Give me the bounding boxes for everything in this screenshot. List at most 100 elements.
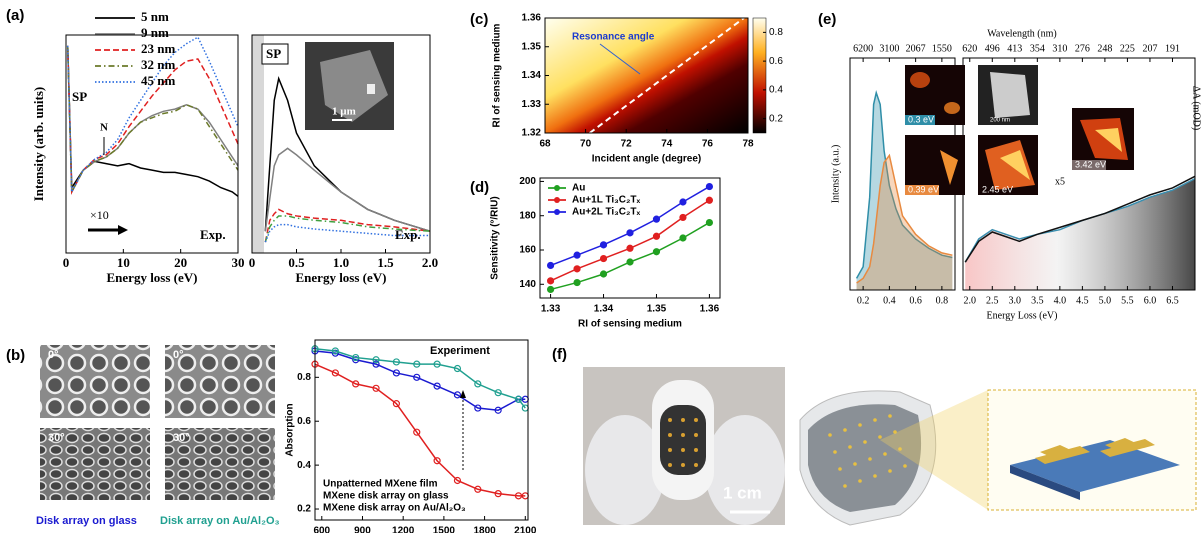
- x2-tick-label: 207: [1142, 43, 1157, 54]
- marker: [705, 182, 714, 191]
- scale-label: 1 cm: [723, 483, 762, 502]
- device: [660, 405, 706, 475]
- x-tick-label: 1.0: [333, 255, 349, 270]
- x-tick-label: 1.36: [700, 304, 720, 315]
- sem-image: [165, 428, 275, 500]
- legend-label: 9 nm: [141, 25, 169, 40]
- marker: [433, 457, 441, 465]
- resonance-line: [589, 17, 745, 134]
- series-line: [856, 153, 953, 284]
- x2-tick-label: 276: [1075, 43, 1090, 54]
- series-line: [66, 45, 239, 195]
- x-tick-label: 4.5: [1076, 295, 1089, 306]
- marker: [392, 400, 401, 408]
- x-tick-label: 0.5: [288, 255, 305, 270]
- marker: [352, 356, 360, 364]
- schematic-layer: [1010, 465, 1080, 500]
- x-tick-label: 600: [313, 526, 330, 533]
- x2-tick-label: 225: [1120, 43, 1135, 54]
- marker: [352, 353, 360, 362]
- y-tick-label: 1.34: [522, 70, 542, 81]
- chart-a-right: 0 0.5 1.0 1.5 2.0 Energy loss (eV): [249, 34, 438, 285]
- marker: [573, 265, 581, 273]
- x-tick-label: 5.5: [1121, 295, 1134, 306]
- x-tick-label: 0.4: [883, 295, 896, 306]
- zoom-beam: [880, 390, 988, 510]
- marker: [514, 492, 523, 500]
- x-tick-label: 3.0: [1009, 295, 1022, 306]
- caption: Disk array on glass: [36, 515, 137, 527]
- x-tick-label: 0.2: [857, 295, 870, 306]
- y-axis-label: RI of sensing medium: [492, 23, 503, 127]
- x-tick-label: 6.0: [1144, 295, 1157, 306]
- marker: [679, 198, 687, 206]
- marker: [453, 391, 462, 399]
- x-axis-label: Incident angle (degree): [592, 154, 701, 165]
- x-tick-label: 1500: [433, 526, 456, 533]
- arrow-head: [460, 390, 466, 398]
- marker: [352, 380, 360, 388]
- x-tick-label: 1.35: [647, 304, 667, 315]
- chart-e-right: 2.0 2.5 3.0 3.5 4.0 4.5 5.0 5.5 6.0 6.5 620 496 413 3…: [962, 28, 1201, 321]
- device-dots: [668, 418, 698, 467]
- y2-axis-label: ΔA (mOD): [1191, 86, 1202, 130]
- annotation: Exp.: [200, 227, 226, 242]
- marker: [433, 382, 441, 390]
- annotation: ×10: [90, 208, 109, 222]
- series-line: [314, 363, 526, 497]
- x-tick-label: 0: [249, 255, 256, 270]
- angle-label: 0°: [173, 349, 184, 361]
- x-tick-label: 1.34: [594, 304, 614, 315]
- y-tick-label: 200: [519, 176, 536, 187]
- panel-label: (e): [818, 11, 836, 28]
- map-hotspot: [944, 102, 960, 114]
- colorbar: [752, 17, 767, 134]
- x-tick-label: 0: [63, 255, 70, 270]
- marker: [652, 232, 661, 240]
- angle-label: 0°: [48, 349, 59, 361]
- x-tick-label: 0.8: [936, 295, 949, 306]
- y-axis-label: Intensity (arb. units): [31, 87, 46, 202]
- marker: [679, 234, 687, 242]
- chart-c: 0.2 0.4 0.6 0.8 68 70 72 74 76 78 1.32 1.33 1.34 1.35…: [492, 13, 784, 165]
- x-tick-label: 70: [580, 139, 592, 150]
- marker: [474, 380, 482, 388]
- x-tick-label: 30: [232, 255, 245, 270]
- legend-label: 32 nm: [141, 57, 175, 72]
- marker: [413, 428, 421, 436]
- x-tick-label: 6.5: [1166, 295, 1179, 306]
- y-axis-label: Absorption: [285, 403, 296, 456]
- label-bg: [905, 115, 935, 125]
- image-label: 0.39 eV: [908, 184, 939, 194]
- x-tick-label: 900: [354, 526, 371, 533]
- image-label: 2.45 eV: [982, 184, 1013, 194]
- legend-label: Au+2L Ti₃C₂Tₓ: [572, 207, 641, 218]
- marker: [652, 248, 661, 256]
- x2-tick-label: 6200: [853, 43, 873, 54]
- legend-label: 23 nm: [141, 41, 175, 56]
- x-axis-label: Energy loss (eV): [107, 270, 198, 285]
- image-label: 3.42 eV: [1075, 159, 1106, 169]
- x2-tick-label: 413: [1007, 43, 1022, 54]
- marker: [474, 404, 482, 412]
- legend-label: MXene disk array on glass: [323, 491, 449, 502]
- annotation: Exp.: [395, 227, 421, 242]
- colorbar-tick-label: 0.2: [769, 113, 783, 124]
- sem-image: [40, 345, 150, 418]
- map-hotspot: [1000, 150, 1030, 180]
- x2-tick-label: 191: [1165, 43, 1180, 54]
- x-tick-label: 2.0: [422, 255, 438, 270]
- marker: [599, 254, 608, 263]
- chart-e-left: 0.2 0.4 0.6 0.8 6200 3100 2067 1550 Intensity (a…: [830, 43, 956, 306]
- marker: [626, 258, 634, 266]
- x-tick-label: 1.5: [377, 255, 394, 270]
- x-tick-label: 0.6: [909, 295, 922, 306]
- image-label: 0.3 eV: [908, 114, 934, 124]
- legend-label: MXene disk array on Au/Al₂O₃: [323, 503, 466, 514]
- marker: [626, 229, 634, 237]
- y-tick-label: 1.36: [522, 13, 542, 24]
- x-tick-label: 74: [661, 139, 673, 150]
- marker: [453, 476, 462, 485]
- marker: [705, 196, 714, 204]
